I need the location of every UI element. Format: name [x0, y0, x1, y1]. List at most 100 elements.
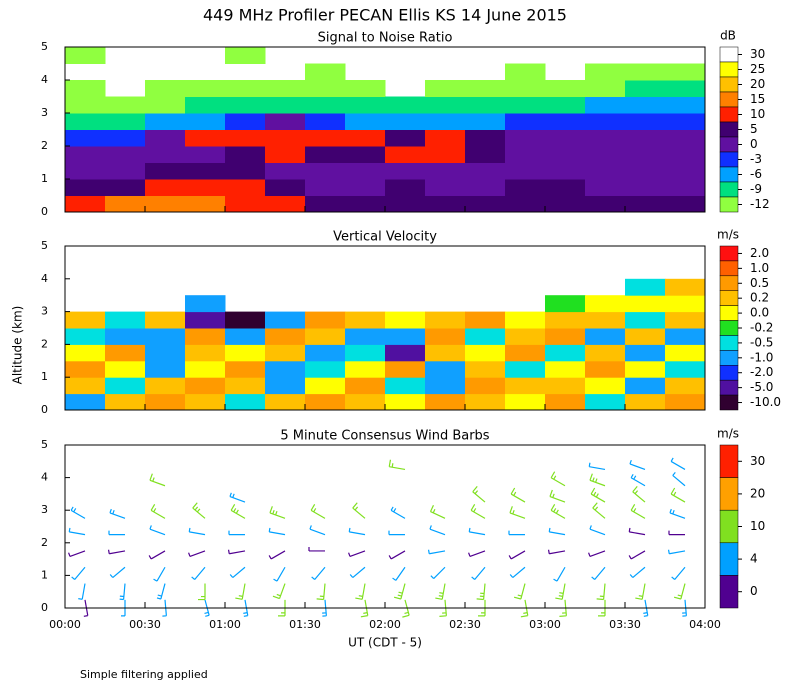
heatmap-cell [265, 328, 306, 345]
wind-barb [629, 460, 646, 471]
heatmap-cell [345, 393, 386, 411]
colorbar-unit: m/s [717, 228, 739, 242]
colorbar-box [719, 509, 739, 544]
heatmap-cell [465, 195, 506, 213]
wind-barb [188, 527, 206, 536]
colorbar-label: -9 [750, 182, 762, 196]
wind-barb [549, 489, 566, 503]
x-tick-label: 02:00 [369, 618, 401, 631]
y-tick-label: 5 [41, 239, 48, 252]
heatmap-cell [305, 113, 346, 130]
colorbar-box [719, 106, 739, 123]
heatmap-cell [65, 129, 106, 147]
wind-barb [672, 472, 686, 487]
footnote: Simple filtering applied [80, 668, 208, 681]
heatmap-cell [345, 146, 386, 163]
wind-barb [590, 487, 606, 503]
colorbar-label: -0.5 [750, 335, 773, 349]
heatmap-cell [105, 146, 146, 163]
heatmap-cell [265, 146, 306, 163]
y-tick-label: 1 [41, 568, 48, 581]
heatmap-cell [145, 129, 186, 147]
wind-barb [70, 506, 86, 519]
colorbar-label: 20 [750, 77, 765, 91]
wind-barb [268, 527, 286, 536]
wind-barb [547, 549, 566, 555]
wind-barb [269, 506, 286, 519]
wind-barb [308, 546, 325, 552]
colorbar-label: -10.0 [750, 395, 781, 409]
heatmap-cell [345, 328, 386, 345]
x-tick-label: 00:00 [49, 618, 81, 631]
wind-barb [508, 530, 525, 536]
x-tick-label: 01:30 [289, 618, 321, 631]
heatmap-cell [625, 80, 666, 97]
wind-barb [630, 473, 646, 487]
wind-barb [390, 506, 406, 519]
panel-title: 5 Minute Consensus Wind Barbs [280, 429, 489, 444]
heatmap-cell [505, 328, 546, 345]
heatmap-cell [425, 113, 466, 130]
wind-barb [509, 566, 526, 578]
y-tick-label: 5 [41, 40, 48, 53]
heatmap-cell [265, 360, 306, 378]
heatmap-cell [625, 344, 666, 362]
y-tick-label: 4 [41, 471, 48, 484]
wind-barb [352, 502, 366, 519]
panel-title: Vertical Velocity [333, 230, 437, 245]
heatmap-cell [265, 129, 306, 147]
wind-barb [630, 503, 646, 519]
heatmap-cell [425, 328, 466, 345]
heatmap-cell [545, 96, 586, 114]
heatmap-cell [425, 129, 466, 147]
wind-barb [68, 550, 86, 557]
heatmap-cell [305, 393, 346, 411]
wind-barb [68, 527, 86, 536]
heatmap-cell [505, 129, 546, 147]
heatmap-cell [225, 393, 266, 411]
heatmap-cell [545, 377, 586, 395]
y-tick-label: 3 [41, 305, 48, 318]
heatmap-cell [265, 179, 306, 196]
wind-barb [508, 550, 526, 560]
heatmap-cell [625, 311, 666, 329]
heatmap-cell [385, 311, 426, 329]
heatmap-cell [505, 195, 546, 213]
wind-barb [348, 550, 366, 557]
y-axis-label: Altitude (km) [11, 306, 25, 385]
heatmap-cell [385, 96, 426, 114]
heatmap-cell [665, 146, 706, 163]
wind-barb [513, 583, 526, 600]
heatmap-cell [185, 96, 226, 114]
heatmap-cell [545, 311, 586, 329]
heatmap-cell [65, 47, 106, 64]
heatmap-cell [265, 311, 306, 329]
heatmap-cell [185, 113, 226, 130]
colorbar-box [719, 61, 739, 78]
heatmap-cell [665, 328, 706, 345]
colorbar-box [719, 305, 739, 321]
colorbar-box [719, 350, 739, 366]
heatmap-cell [665, 311, 706, 329]
heatmap-cell [665, 393, 706, 411]
heatmap-cell [425, 311, 466, 329]
heatmap-cell [425, 179, 466, 196]
colorbar-label: -12 [750, 197, 770, 211]
heatmap-cell [385, 377, 426, 395]
heatmap-cell [345, 195, 386, 213]
heatmap-cell [665, 195, 706, 213]
y-tick-label: 2 [41, 337, 48, 350]
heatmap-cell [145, 311, 186, 329]
colorbar-box [719, 76, 739, 93]
wind-barb [191, 566, 206, 580]
wind-barb [355, 583, 366, 600]
heatmap-cell [105, 360, 146, 378]
colorbar-label: 20 [750, 486, 765, 500]
y-tick-label: 0 [41, 205, 48, 218]
heatmap-cell [345, 311, 386, 329]
wind-barb [588, 550, 606, 557]
heatmap-cell [425, 195, 466, 213]
wind-barb [149, 525, 166, 536]
heatmap-cell [385, 344, 426, 362]
heatmap-cell [665, 360, 706, 378]
